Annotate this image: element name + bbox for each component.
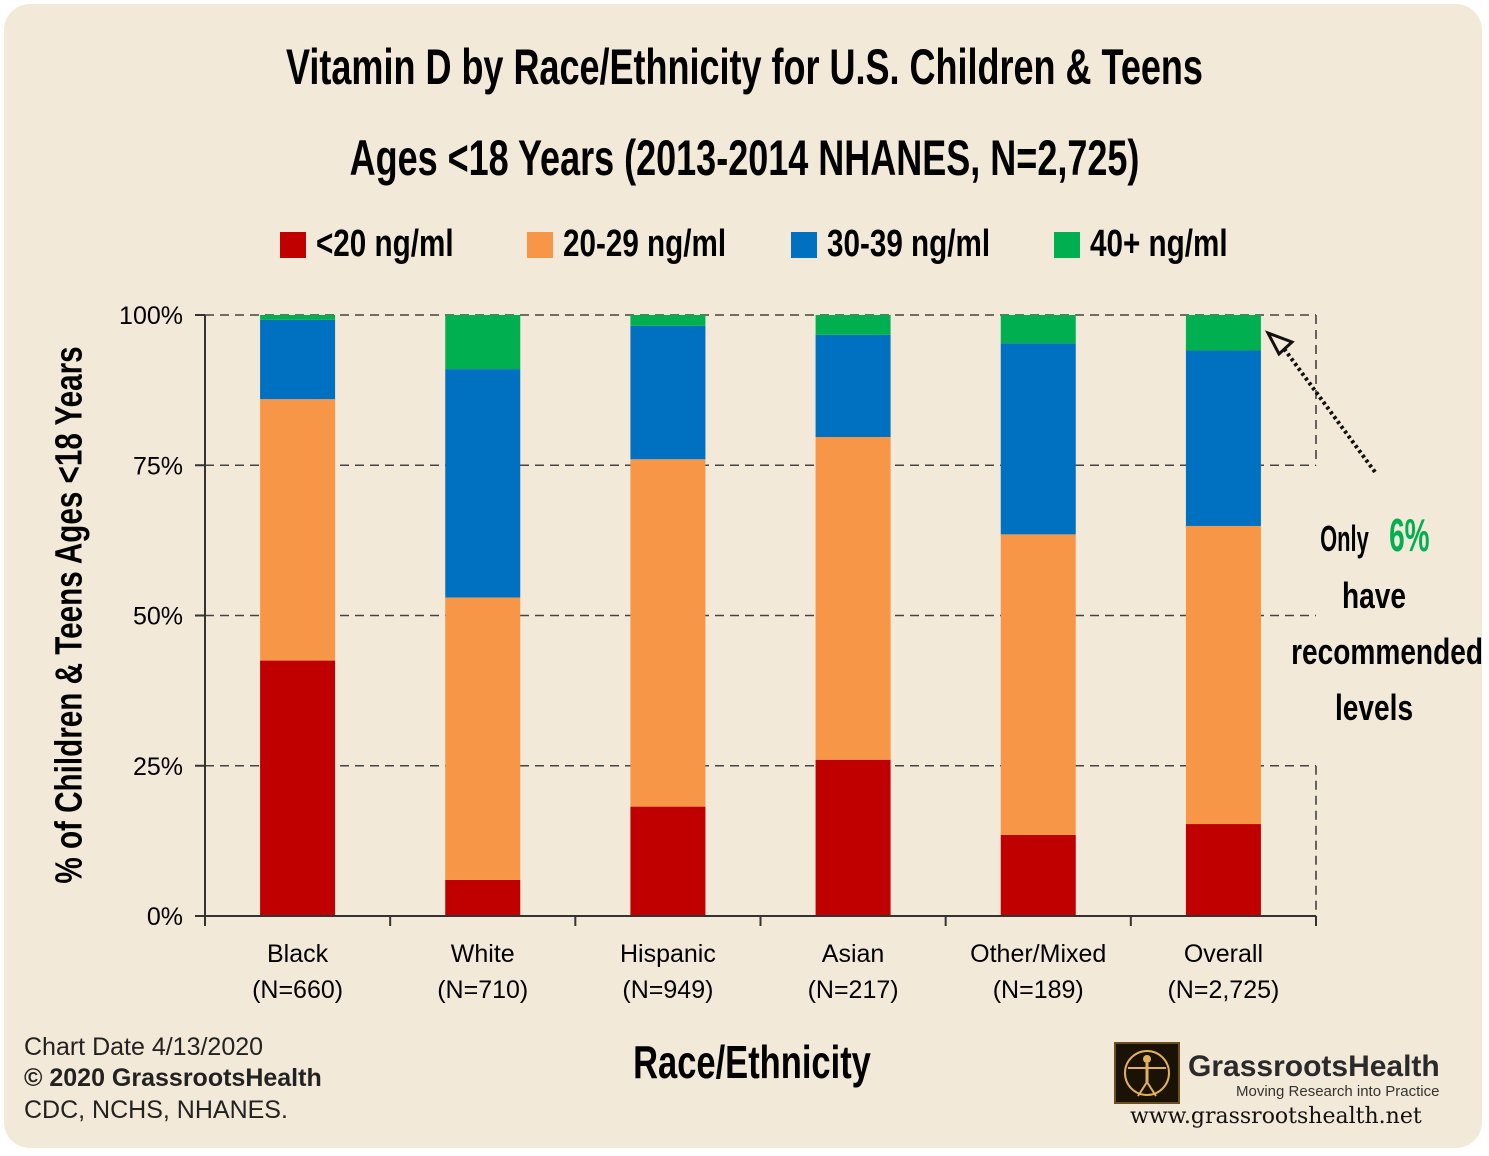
x-tick-label: (N=189) xyxy=(993,976,1084,1004)
x-tick-label: White xyxy=(451,940,515,968)
footer-chart-date: Chart Date 4/13/2020 xyxy=(24,1033,264,1061)
bar-segment xyxy=(1185,824,1261,916)
chart-title-line1: Vitamin D by Race/Ethnicity for U.S. Chi… xyxy=(286,39,1203,95)
bar-segment xyxy=(630,315,706,326)
bar-segment xyxy=(1000,834,1076,916)
x-tick-label: Hispanic xyxy=(620,940,716,968)
note-line3: recommended xyxy=(1291,631,1484,672)
bar-segment xyxy=(1185,315,1261,351)
y-tick-label: 25% xyxy=(133,753,183,781)
legend-label-40plus: 40+ ng/ml xyxy=(1090,223,1228,265)
note-prefix: Only xyxy=(1319,518,1369,559)
x-tick-label: (N=710) xyxy=(437,976,528,1004)
legend-label-30-39: 30-39 ng/ml xyxy=(827,223,991,265)
legend-swatch-30-39 xyxy=(791,232,817,258)
legend-swatch-lt20 xyxy=(280,232,306,258)
bar-segment xyxy=(630,325,706,460)
bars xyxy=(260,315,1261,916)
bar-segment xyxy=(445,369,521,598)
bar-segment xyxy=(445,597,521,880)
bar-segment xyxy=(630,806,706,916)
bar-segment xyxy=(815,437,891,760)
logo-name: GrassrootsHealth xyxy=(1188,1050,1440,1083)
x-tick-label: Black xyxy=(267,940,329,968)
logo-url[interactable]: www.grassrootshealth.net xyxy=(1130,1104,1422,1129)
note-line4: levels xyxy=(1334,687,1414,728)
bar-segment xyxy=(260,319,336,400)
bar-segment xyxy=(260,315,336,320)
x-tick-label: (N=217) xyxy=(808,976,899,1004)
legend-swatch-20-29 xyxy=(527,232,553,258)
bar-segment xyxy=(1185,350,1261,526)
x-tick-label: Asian xyxy=(822,940,885,968)
bar-segment xyxy=(1000,534,1076,835)
bar-segment xyxy=(815,759,891,916)
legend-swatch-40plus xyxy=(1054,232,1080,258)
x-axis-title: Race/Ethnicity xyxy=(633,1036,871,1088)
bar-segment xyxy=(1000,315,1076,344)
legend-label-lt20: <20 ng/ml xyxy=(316,223,454,265)
note-line2: have xyxy=(1341,575,1407,616)
footer-source: CDC, NCHS, NHANES. xyxy=(24,1096,288,1124)
x-tick-label: Overall xyxy=(1184,940,1263,968)
x-tick-label: Other/Mixed xyxy=(970,940,1106,968)
y-tick-labels: 0% 25% 50% 75% 100% xyxy=(119,302,183,931)
y-tick-label: 0% xyxy=(147,903,183,931)
bar-segment xyxy=(815,334,891,438)
legend-label-20-29: 20-29 ng/ml xyxy=(563,223,727,265)
chart-title-line2: Ages <18 Years (2013-2014 NHANES, N=2,72… xyxy=(349,130,1140,186)
y-axis-title: % of Children & Teens Ages <18 Years xyxy=(48,346,91,884)
bar-segment xyxy=(445,315,521,370)
annotation-arrow xyxy=(1264,330,1377,474)
arrow-shaft xyxy=(1283,348,1377,474)
arrow-head xyxy=(1264,330,1295,357)
logo-tagline: Moving Research into Practice xyxy=(1236,1083,1440,1100)
axes xyxy=(195,314,1317,926)
x-tick-label: (N=2,725) xyxy=(1167,976,1279,1004)
x-tick-label: (N=660) xyxy=(252,976,343,1004)
footer-copyright: © 2020 GrassrootsHealth xyxy=(24,1064,322,1092)
bar-segment xyxy=(260,399,336,661)
bar-segment xyxy=(815,315,891,335)
y-tick-label: 100% xyxy=(119,302,183,330)
bar-segment xyxy=(1000,343,1076,535)
y-tick-label: 75% xyxy=(133,452,183,480)
bar-segment xyxy=(260,660,336,916)
bar-segment xyxy=(1185,525,1261,825)
x-tick-labels: Black (N=660) White (N=710) Hispanic (N=949) A… xyxy=(252,940,1279,1004)
grid-lines xyxy=(205,314,1317,916)
bar-segment xyxy=(630,459,706,807)
vitruvian-logo-icon xyxy=(1114,1042,1180,1104)
note-highlight: 6% xyxy=(1388,509,1430,561)
y-tick-label: 50% xyxy=(133,603,183,631)
x-tick-label: (N=949) xyxy=(622,976,713,1004)
bar-segment xyxy=(445,879,521,916)
